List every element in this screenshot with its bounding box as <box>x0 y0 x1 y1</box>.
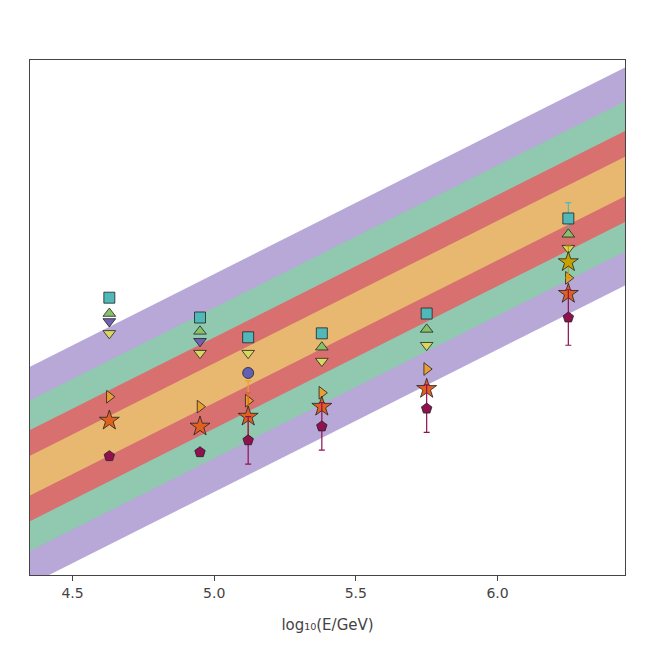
svg-text:log₁₀(E/GeV): log₁₀(E/GeV) <box>281 616 373 634</box>
svg-text:6.0: 6.0 <box>486 585 508 601</box>
svg-text:4.5: 4.5 <box>61 585 83 601</box>
svg-text:5.0: 5.0 <box>203 585 225 601</box>
svg-text:5.5: 5.5 <box>345 585 367 601</box>
